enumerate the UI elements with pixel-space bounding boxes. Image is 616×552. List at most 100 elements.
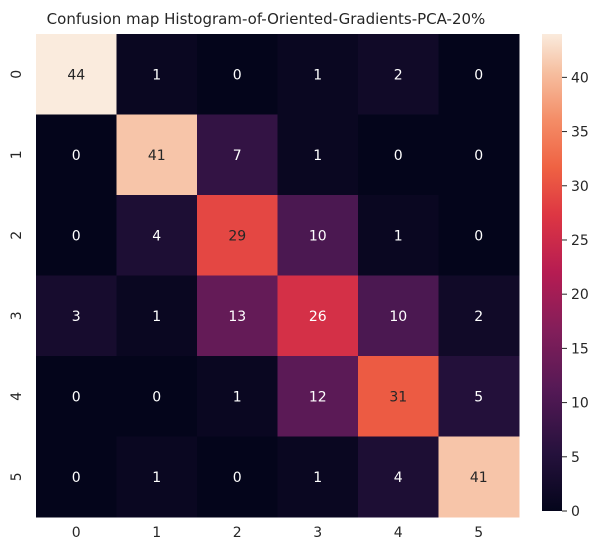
heatmap-cell xyxy=(438,34,520,115)
heatmap-cell xyxy=(438,436,520,518)
cell-value-label: 1 xyxy=(152,470,161,486)
heatmap-cell xyxy=(36,195,117,276)
heatmap-cell xyxy=(36,356,117,437)
x-tick-label: 3 xyxy=(313,525,322,541)
cell-value-label: 2 xyxy=(394,67,403,83)
heatmap-cell xyxy=(438,275,520,357)
cell-value-label: 5 xyxy=(474,389,483,405)
cell-value-label: 3 xyxy=(72,309,81,325)
cell-value-label: 1 xyxy=(313,148,322,164)
heatmap-cell xyxy=(277,356,359,437)
cell-value-label: 0 xyxy=(474,148,483,164)
cell-value-label: 10 xyxy=(309,228,327,244)
heatmap-cell xyxy=(116,436,198,518)
x-tick-label: 2 xyxy=(233,525,242,541)
cell-value-label: 0 xyxy=(233,470,242,486)
heatmap-cell xyxy=(116,114,198,196)
x-tick-labels: 0 1 2 3 4 5 xyxy=(72,525,483,541)
colorbar-tick-label: 10 xyxy=(571,396,589,412)
heatmap-cell xyxy=(197,34,278,115)
x-tick-label: 5 xyxy=(474,525,483,541)
colorbar-tick-label: 40 xyxy=(571,70,589,86)
cell-value-label: 26 xyxy=(309,309,327,325)
heatmap-cell xyxy=(358,114,439,196)
cell-value-label: 31 xyxy=(389,389,407,405)
heatmap-cell xyxy=(197,114,278,196)
cell-value-label: 10 xyxy=(389,309,407,325)
heatmap-cell xyxy=(36,34,117,115)
cell-value-label: 4 xyxy=(152,228,161,244)
heatmap-cell xyxy=(116,34,198,115)
cell-value-label: 0 xyxy=(72,389,81,405)
y-tick-label: 1 xyxy=(9,150,25,159)
heatmap-cell xyxy=(438,195,520,276)
heatmap-cell xyxy=(358,436,439,518)
cell-value-label: 13 xyxy=(228,309,246,325)
heatmap-cell xyxy=(277,195,359,276)
cell-value-label: 1 xyxy=(152,309,161,325)
cell-value-label: 41 xyxy=(470,470,488,486)
cell-value-label: 1 xyxy=(313,470,322,486)
y-tick-label: 2 xyxy=(9,231,25,240)
cell-value-label: 44 xyxy=(67,67,85,83)
cell-value-label: 0 xyxy=(233,67,242,83)
colorbar-tick-label: 35 xyxy=(571,125,589,141)
cell-value-label: 1 xyxy=(394,228,403,244)
heatmap-cell xyxy=(438,356,520,437)
heatmap-cell xyxy=(358,275,439,357)
colorbar-tick-label: 30 xyxy=(571,179,589,195)
y-tick-label: 5 xyxy=(9,472,25,481)
y-tick-labels: 0 1 2 3 4 5 xyxy=(9,70,25,481)
colorbar xyxy=(542,34,562,511)
cell-value-label: 41 xyxy=(148,148,166,164)
cell-value-label: 1 xyxy=(233,389,242,405)
x-tick-label: 4 xyxy=(394,525,403,541)
cell-value-label: 4 xyxy=(394,470,403,486)
cell-value-label: 2 xyxy=(474,309,483,325)
cell-value-label: 1 xyxy=(313,67,322,83)
cell-value-label: 12 xyxy=(309,389,327,405)
cell-value-label: 0 xyxy=(72,148,81,164)
heatmap-cell xyxy=(36,114,117,196)
heatmap-cell xyxy=(277,114,359,196)
heatmap-cell xyxy=(358,195,439,276)
heatmap-cell xyxy=(36,436,117,518)
heatmap-cell xyxy=(116,356,198,437)
x-tick-label: 1 xyxy=(152,525,161,541)
cell-value-label: 0 xyxy=(394,148,403,164)
cell-value-label: 0 xyxy=(474,67,483,83)
heatmap-cell xyxy=(197,436,278,518)
chart-title: Confusion map Histogram-of-Oriented-Grad… xyxy=(47,10,486,28)
y-tick-label: 0 xyxy=(9,70,25,79)
heatmap-cell xyxy=(358,34,439,115)
heatmap-cell xyxy=(36,275,117,357)
colorbar-tick-label: 15 xyxy=(571,341,589,357)
cell-value-label: 29 xyxy=(228,228,246,244)
heatmap-cell xyxy=(116,275,198,357)
heatmap-cells: 44 1 0 1 2 00 41 7 1 0 00 4 29 10 1 03 1 13 26 10 20 0 1 12 31 50… xyxy=(36,34,520,518)
heatmap-cell xyxy=(438,114,520,196)
colorbar-ticks: 0 5 10 15 20 25 30 35 40 xyxy=(562,70,589,520)
heatmap-cell xyxy=(116,195,198,276)
cell-value-label: 0 xyxy=(152,389,161,405)
colorbar-tick-label: 25 xyxy=(571,233,589,249)
y-tick-label: 4 xyxy=(9,392,25,401)
cell-value-label: 7 xyxy=(233,148,242,164)
cell-value-label: 0 xyxy=(72,470,81,486)
colorbar-tick-label: 0 xyxy=(571,504,580,520)
y-tick-label: 3 xyxy=(9,311,25,320)
x-tick-label: 0 xyxy=(72,525,81,541)
heatmap-cell xyxy=(197,195,278,276)
heatmap-cell xyxy=(277,34,359,115)
cell-value-label: 0 xyxy=(72,228,81,244)
heatmap-cell xyxy=(197,356,278,437)
heatmap-cell xyxy=(197,275,278,357)
heatmap-cell xyxy=(277,275,359,357)
heatmap-cell xyxy=(358,356,439,437)
cell-value-label: 0 xyxy=(474,228,483,244)
heatmap-cell xyxy=(277,436,359,518)
cell-value-label: 1 xyxy=(152,67,161,83)
colorbar-tick-label: 5 xyxy=(571,450,580,466)
colorbar-tick-label: 20 xyxy=(571,287,589,303)
